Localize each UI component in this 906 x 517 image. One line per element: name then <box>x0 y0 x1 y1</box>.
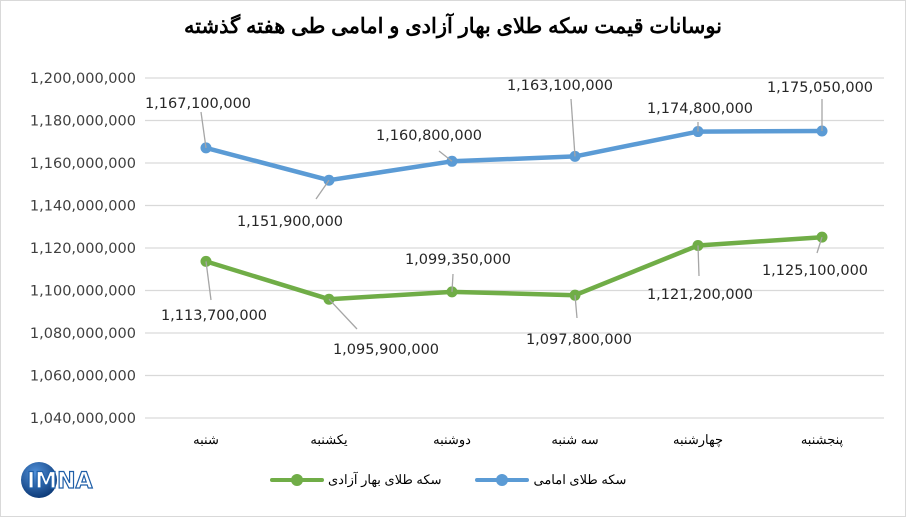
leader-line <box>816 236 823 254</box>
data-label: 1,175,050,000 <box>767 80 873 96</box>
x-tick-label: پنجشنبه <box>801 432 844 448</box>
data-label: 1,099,350,000 <box>405 252 511 268</box>
y-tick-label: 1,180,000,000 <box>30 114 136 130</box>
y-tick-label: 1,040,000,000 <box>30 411 136 427</box>
data-label: 1,121,200,000 <box>647 287 753 303</box>
leader-line <box>315 179 330 200</box>
data-label: 1,125,100,000 <box>762 263 868 279</box>
legend-label: سکه طلای امامی <box>533 472 627 487</box>
leader-line <box>438 150 453 162</box>
x-tick-label: شنبه <box>193 432 219 447</box>
data-labels: 1,167,100,000 1,151,900,000 1,160,800,000 1… <box>145 78 873 358</box>
line-marker-icon <box>475 474 530 486</box>
data-label: 1,174,800,000 <box>647 101 753 117</box>
data-label: 1,113,700,000 <box>161 308 267 324</box>
imna-logo-icon: IMNA <box>21 462 93 498</box>
leader-line <box>200 111 207 149</box>
y-axis-ticks: 1,200,000,000 1,180,000,000 1,160,000,000 1… <box>30 71 136 427</box>
data-label: 1,163,100,000 <box>507 78 613 94</box>
leader-line <box>451 273 454 292</box>
data-label: 1,097,800,000 <box>526 332 632 348</box>
leader-line <box>574 295 578 319</box>
x-tick-label: دوشنبه <box>433 432 471 448</box>
data-label: 1,095,900,000 <box>333 342 439 358</box>
y-tick-label: 1,160,000,000 <box>30 156 136 172</box>
legend-item-emami: سکه طلای امامی <box>475 472 626 488</box>
gridlines <box>145 77 884 419</box>
leader-line <box>205 261 212 301</box>
data-label: 1,160,800,000 <box>376 128 482 144</box>
svg-text:IMNA: IMNA <box>27 469 93 494</box>
data-label: 1,167,100,000 <box>145 96 251 112</box>
emami-line <box>203 128 825 183</box>
chart-title: نوسانات قیمت سکه طلای بهار آزادی و امامی… <box>183 15 723 38</box>
bahar-azadi-line <box>203 234 825 302</box>
x-axis-ticks: شنبه یکشنبه دوشنبه سه شنبه چهارشنبه پنجشنبه <box>193 432 843 448</box>
x-tick-label: چهارشنبه <box>673 432 723 448</box>
leader-line <box>570 98 576 157</box>
leader-line <box>328 298 358 330</box>
y-tick-label: 1,120,000,000 <box>30 241 136 257</box>
x-tick-label: سه شنبه <box>551 432 598 447</box>
line-marker-icon <box>270 474 324 486</box>
x-tick-label: یکشنبه <box>310 432 348 447</box>
leader-line <box>697 245 700 277</box>
y-tick-label: 1,060,000,000 <box>30 369 136 385</box>
y-tick-label: 1,200,000,000 <box>30 71 136 87</box>
legend: سکه طلای امامی سکه طلای بهار آزادی <box>270 472 626 488</box>
legend-label: سکه طلای بهار آزادی <box>328 472 442 487</box>
y-tick-label: 1,140,000,000 <box>30 199 136 215</box>
y-tick-label: 1,100,000,000 <box>30 284 136 300</box>
legend-item-bahar-azadi: سکه طلای بهار آزادی <box>270 472 441 488</box>
y-tick-label: 1,080,000,000 <box>30 326 136 342</box>
data-label: 1,151,900,000 <box>237 214 343 230</box>
